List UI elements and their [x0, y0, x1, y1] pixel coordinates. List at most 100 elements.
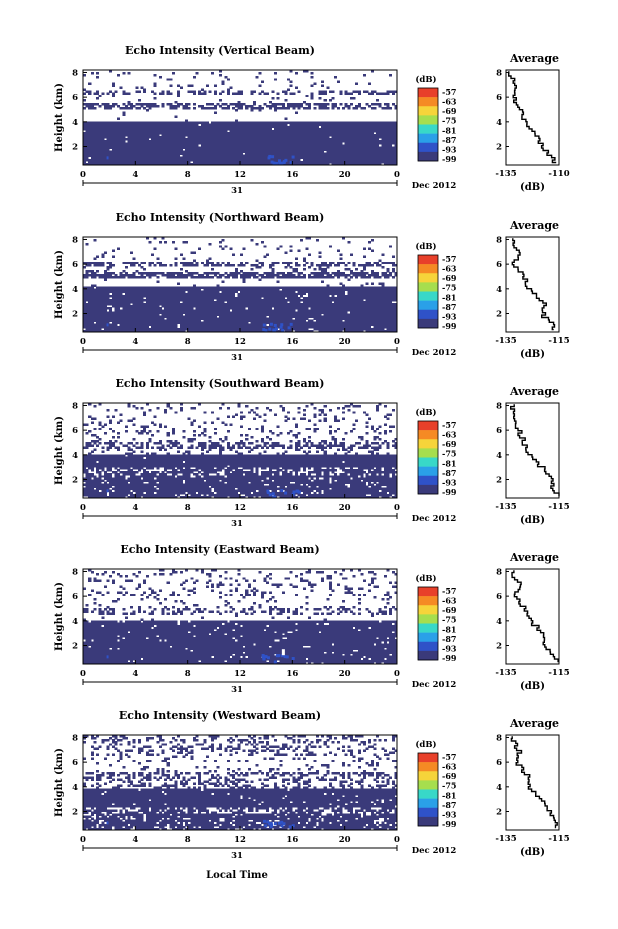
heatmap-cell: [263, 317, 267, 321]
heatmap-cell: [205, 144, 209, 147]
heatmap-cell: [255, 123, 259, 127]
heatmap-cell: [213, 136, 217, 139]
heatmap-cell: [279, 296, 283, 300]
heatmap-cell: [205, 138, 209, 141]
heatmap-cell: [323, 129, 327, 133]
heatmap-cell: [305, 158, 309, 162]
heatmap-cell: [177, 140, 181, 143]
heatmap-cell: [192, 121, 196, 125]
heatmap-cell: [352, 296, 356, 300]
heatmap-cell: [250, 121, 254, 125]
heatmap-cell: [114, 90, 118, 94]
heatmap-cell: [234, 131, 238, 135]
heatmap-cell: [357, 90, 361, 94]
heatmap-cell: [383, 92, 387, 96]
heatmap-cell: [355, 162, 359, 166]
heatmap-cell: [336, 317, 340, 321]
heatmap-cell: [297, 158, 301, 162]
heatmap-cell: [383, 319, 387, 323]
heatmap-cell: [187, 84, 191, 87]
heatmap-cell: [360, 125, 364, 129]
heatmap-cell: [109, 158, 113, 162]
heatmap-cell: [258, 315, 262, 318]
heatmap-cell: [179, 136, 183, 139]
heatmap-cell: [331, 146, 335, 149]
heatmap-cell: [326, 309, 330, 312]
heatmap-cell: [224, 156, 228, 160]
heatmap-cell: [88, 321, 92, 325]
heatmap-cell: [240, 307, 244, 310]
heatmap-cell: [300, 142, 304, 145]
heatmap-cell: [169, 144, 173, 147]
heatmap-cell: [182, 158, 186, 162]
heatmap-cell: [302, 154, 306, 158]
heatmap-cell: [143, 317, 147, 321]
heatmap-cell: [153, 162, 157, 166]
heatmap-cell: [271, 129, 275, 133]
heatmap-cell: [334, 76, 338, 79]
heatmap-cell: [255, 311, 259, 314]
heatmap-cell: [357, 92, 361, 96]
heatmap-cell: [271, 123, 275, 127]
heatmap-cell: [318, 107, 322, 110]
heatmap-cell: [114, 307, 118, 310]
heatmap-cell: [124, 92, 128, 96]
heatmap-cell: [213, 327, 217, 331]
heatmap-cell: [137, 125, 141, 129]
panel-1: Echo Intensity (Vertical Beam)2468Height…: [54, 44, 570, 196]
heatmap-cell: [148, 158, 152, 162]
heatmap-cell: [179, 307, 183, 310]
heatmap-cell: [182, 307, 186, 310]
heatmap-cell: [360, 127, 364, 131]
heatmap-cell: [266, 154, 270, 158]
heatmap-cell: [195, 298, 199, 302]
heatmap-cell: [284, 142, 288, 145]
heatmap-cell: [318, 296, 322, 300]
heatmap-cell: [344, 313, 348, 316]
heatmap-cell: [187, 325, 191, 329]
heatmap-cell: [240, 129, 244, 133]
heatmap-cell: [302, 152, 306, 156]
heatmap-cell: [284, 321, 288, 325]
heatmap-cell: [226, 309, 230, 312]
heatmap-cell: [323, 127, 327, 131]
heatmap-cell: [339, 148, 343, 151]
heatmap-cell: [360, 311, 364, 314]
heatmap-cell: [274, 150, 278, 154]
heatmap-cell: [315, 144, 319, 147]
heatmap-cell: [292, 315, 296, 318]
heatmap-cell: [140, 162, 144, 166]
heatmap-cell: [83, 92, 87, 96]
heatmap-cell: [292, 309, 296, 312]
heatmap-cell: [114, 158, 118, 162]
heatmap-cell: [310, 158, 314, 162]
heatmap-cell: [200, 134, 204, 137]
heatmap-cell: [349, 134, 353, 137]
heatmap-cell: [389, 156, 393, 160]
heatmap-cell: [300, 303, 304, 306]
heatmap-cell: [376, 103, 380, 106]
heatmap-cell: [245, 146, 249, 149]
heatmap-cell: [213, 90, 217, 94]
heatmap-cell: [268, 317, 272, 321]
heatmap-cell: [221, 311, 225, 314]
heatmap-cell: [190, 140, 194, 143]
heatmap-cell: [365, 327, 369, 331]
heatmap-cell: [318, 309, 322, 312]
heatmap-cell: [391, 152, 395, 156]
heatmap-cell: [140, 325, 144, 329]
heatmap-cell: [117, 148, 121, 151]
heatmap-cell: [211, 156, 215, 160]
heatmap-cell: [321, 305, 325, 308]
heatmap-cell: [247, 303, 251, 306]
heatmap-cell: [140, 307, 144, 310]
heatmap-cell: [151, 154, 155, 158]
heatmap-cell: [216, 158, 220, 162]
heatmap-cell: [226, 329, 230, 333]
heatmap-cell: [386, 142, 390, 145]
heatmap-cell: [117, 129, 121, 133]
heatmap-cell: [122, 158, 126, 162]
heatmap-cell: [174, 121, 178, 125]
heatmap-cell: [203, 123, 207, 127]
heatmap-cell: [132, 329, 136, 333]
